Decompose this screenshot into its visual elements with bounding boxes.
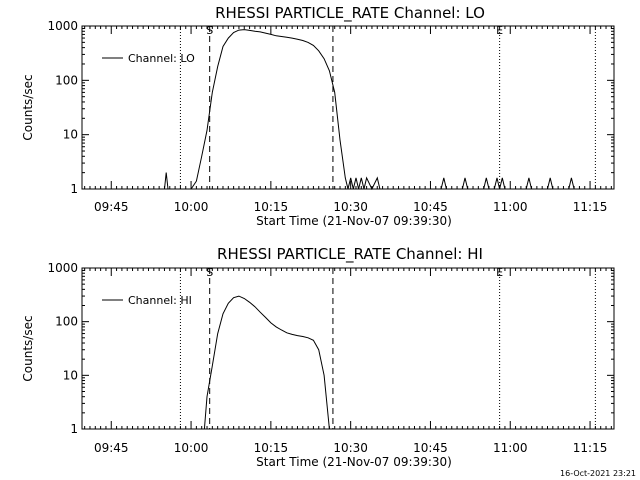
- x-tick-label: 11:00: [493, 441, 528, 455]
- y-axis-label: Counts/sec: [21, 315, 35, 381]
- y-tick-label: 10: [63, 128, 78, 142]
- legend-label: Channel: HI: [128, 294, 192, 307]
- x-tick-label: 10:15: [254, 441, 289, 455]
- x-tick-label: 09:45: [94, 441, 129, 455]
- marker-label-e: E: [496, 24, 503, 37]
- panel-lo: RHESSI PARTICLE_RATE Channel: LO 1 10 100 10…: [21, 4, 615, 228]
- y-axis-label: Counts/sec: [21, 74, 35, 140]
- x-tick-label: 11:00: [493, 200, 528, 214]
- y-tick-label: 1: [70, 182, 78, 196]
- marker-label-s: S: [206, 24, 213, 37]
- x-axis-label: Start Time (21-Nov-07 09:39:30): [256, 214, 452, 228]
- plot-frame: [81, 25, 615, 190]
- y-tick-label: 100: [55, 73, 78, 87]
- x-tick-label: 10:00: [174, 441, 209, 455]
- y-tick-label: 1: [70, 422, 78, 436]
- x-tick-label: 11:15: [573, 200, 608, 214]
- footer-timestamp: 16-Oct-2021 23:21: [560, 469, 636, 478]
- marker-label-e: E: [496, 266, 503, 279]
- y-tick-label: 10: [63, 368, 78, 382]
- plot-frame: [81, 267, 615, 430]
- x-tick-label: 09:45: [94, 200, 129, 214]
- y-tick-label: 1000: [47, 19, 78, 33]
- series-line: [164, 29, 575, 191]
- x-tick-label: 10:45: [413, 200, 448, 214]
- x-tick-label: 10:30: [333, 441, 368, 455]
- x-tick-label: 10:00: [174, 200, 209, 214]
- series-line: [203, 295, 330, 430]
- x-tick-label: 10:45: [413, 441, 448, 455]
- chart-title: RHESSI PARTICLE_RATE Channel: LO: [215, 4, 485, 23]
- x-tick-label: 11:15: [573, 441, 608, 455]
- x-tick-label: 10:30: [333, 200, 368, 214]
- x-tick-label: 10:15: [254, 200, 289, 214]
- chart-title: RHESSI PARTICLE_RATE Channel: HI: [217, 245, 483, 264]
- marker-label-s: S: [206, 266, 213, 279]
- y-tick-label: 1000: [47, 261, 78, 275]
- x-axis-label: Start Time (21-Nov-07 09:39:30): [256, 455, 452, 469]
- legend-label: Channel: LO: [128, 52, 195, 65]
- y-tick-label: 100: [55, 315, 78, 329]
- panel-hi: RHESSI PARTICLE_RATE Channel: HI 1 10 100 10…: [21, 245, 615, 469]
